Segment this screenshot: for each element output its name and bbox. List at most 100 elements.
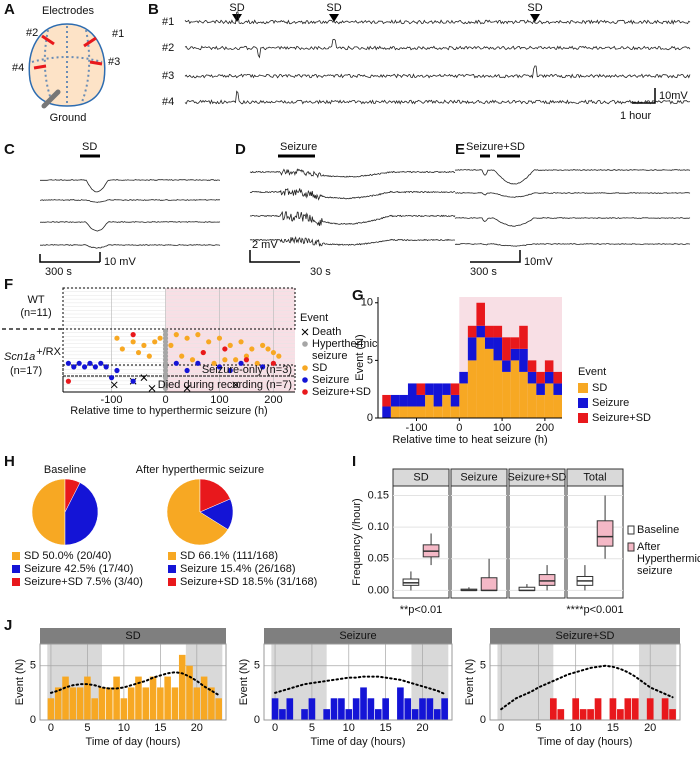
group-n: (n=17) [10,365,42,377]
event-label: Seizure [280,141,317,153]
point [173,332,179,338]
bar [536,394,545,418]
legend-label: After Hyperthermic seizure [637,541,700,577]
legend-swatch [627,542,635,552]
point [162,339,169,345]
legend-label: Seizure+SD 7.5% (3/40) [24,576,143,588]
y-tick-label: 5 [480,660,486,672]
point [222,357,228,363]
facet-strip [490,628,680,644]
legend-label: Seizure [592,397,629,409]
legend-label: Seizure+SD [312,386,371,398]
bar [484,325,494,338]
bar [536,371,545,384]
panel-label: E [455,141,465,158]
bar [98,687,106,720]
annotation: Died during recording (n=7) [158,379,292,391]
legend-swatch [12,552,20,560]
bar [279,709,286,720]
scale-label: 10 mV [104,256,136,268]
bar [330,698,338,720]
annotation: Seizure-only (n=3) [202,364,292,376]
bar [178,654,186,720]
bar [502,360,511,372]
x-tick-label: 15 [607,722,619,734]
x-tick-label: 0 [272,722,278,734]
point [81,364,88,370]
scale-bar [470,250,521,263]
trace [454,243,691,247]
pie-slice [64,482,99,546]
bar [594,698,602,720]
y-axis-label: Frequency (/hour) [351,498,363,585]
bar [367,698,375,720]
bar [200,676,208,720]
bar [549,698,557,720]
scale-label: 30 s [310,266,331,278]
trace [249,168,456,179]
scale-bar [249,250,300,263]
legend-marker [302,341,308,347]
trace [454,217,691,227]
scale-bar [39,252,101,263]
point [162,364,169,370]
bar [374,709,382,720]
y-tick-label: 0 [480,714,486,726]
bar [301,709,308,720]
point [108,375,115,381]
bar [407,406,417,418]
pie-title: After hyperthermic seizure [136,464,264,476]
panel-label: B [148,1,159,18]
point [216,364,223,370]
legend-swatch [168,578,176,586]
point [233,357,239,363]
bar [286,698,294,720]
point [162,378,169,384]
bar [502,371,511,418]
bar [397,687,404,720]
legend-swatch [12,565,20,573]
bar [171,687,179,720]
trace [454,169,691,185]
bar [215,698,222,720]
legend-label: Hyperthermic seizure [312,338,378,362]
bar [527,360,537,372]
point [238,339,244,345]
bar [587,709,594,720]
legend-marker [302,365,308,371]
bar [382,406,391,418]
y-tick-label: 0 [30,714,36,726]
bar [536,383,545,395]
legend-marker [301,328,309,336]
facet-strip [264,628,452,644]
bar [54,687,62,720]
legend-title: Event [578,366,606,378]
marker-triangles [232,14,540,22]
bar [557,709,565,720]
trend-line [49,671,220,697]
bar [442,394,451,418]
trace [249,236,456,247]
trace [39,221,221,232]
bar [135,676,142,720]
bar [553,394,562,418]
trace [454,192,691,198]
facet-title: Seizure+SD [555,630,614,642]
x-tick-label: 20 [191,722,203,734]
shaded-range [497,644,554,720]
bar [476,325,485,338]
bar [646,698,654,720]
box [480,577,498,591]
bar [450,406,460,418]
point [179,353,185,359]
legend-swatch [627,525,635,535]
head-schematic [28,23,106,109]
point [162,375,169,381]
legend-marker [302,389,308,395]
bar [106,687,113,720]
bar [493,325,503,338]
point [162,328,169,334]
facet-label: Seizure+SD [507,471,566,483]
point [98,360,104,366]
x-tick-label: 200 [536,422,554,434]
